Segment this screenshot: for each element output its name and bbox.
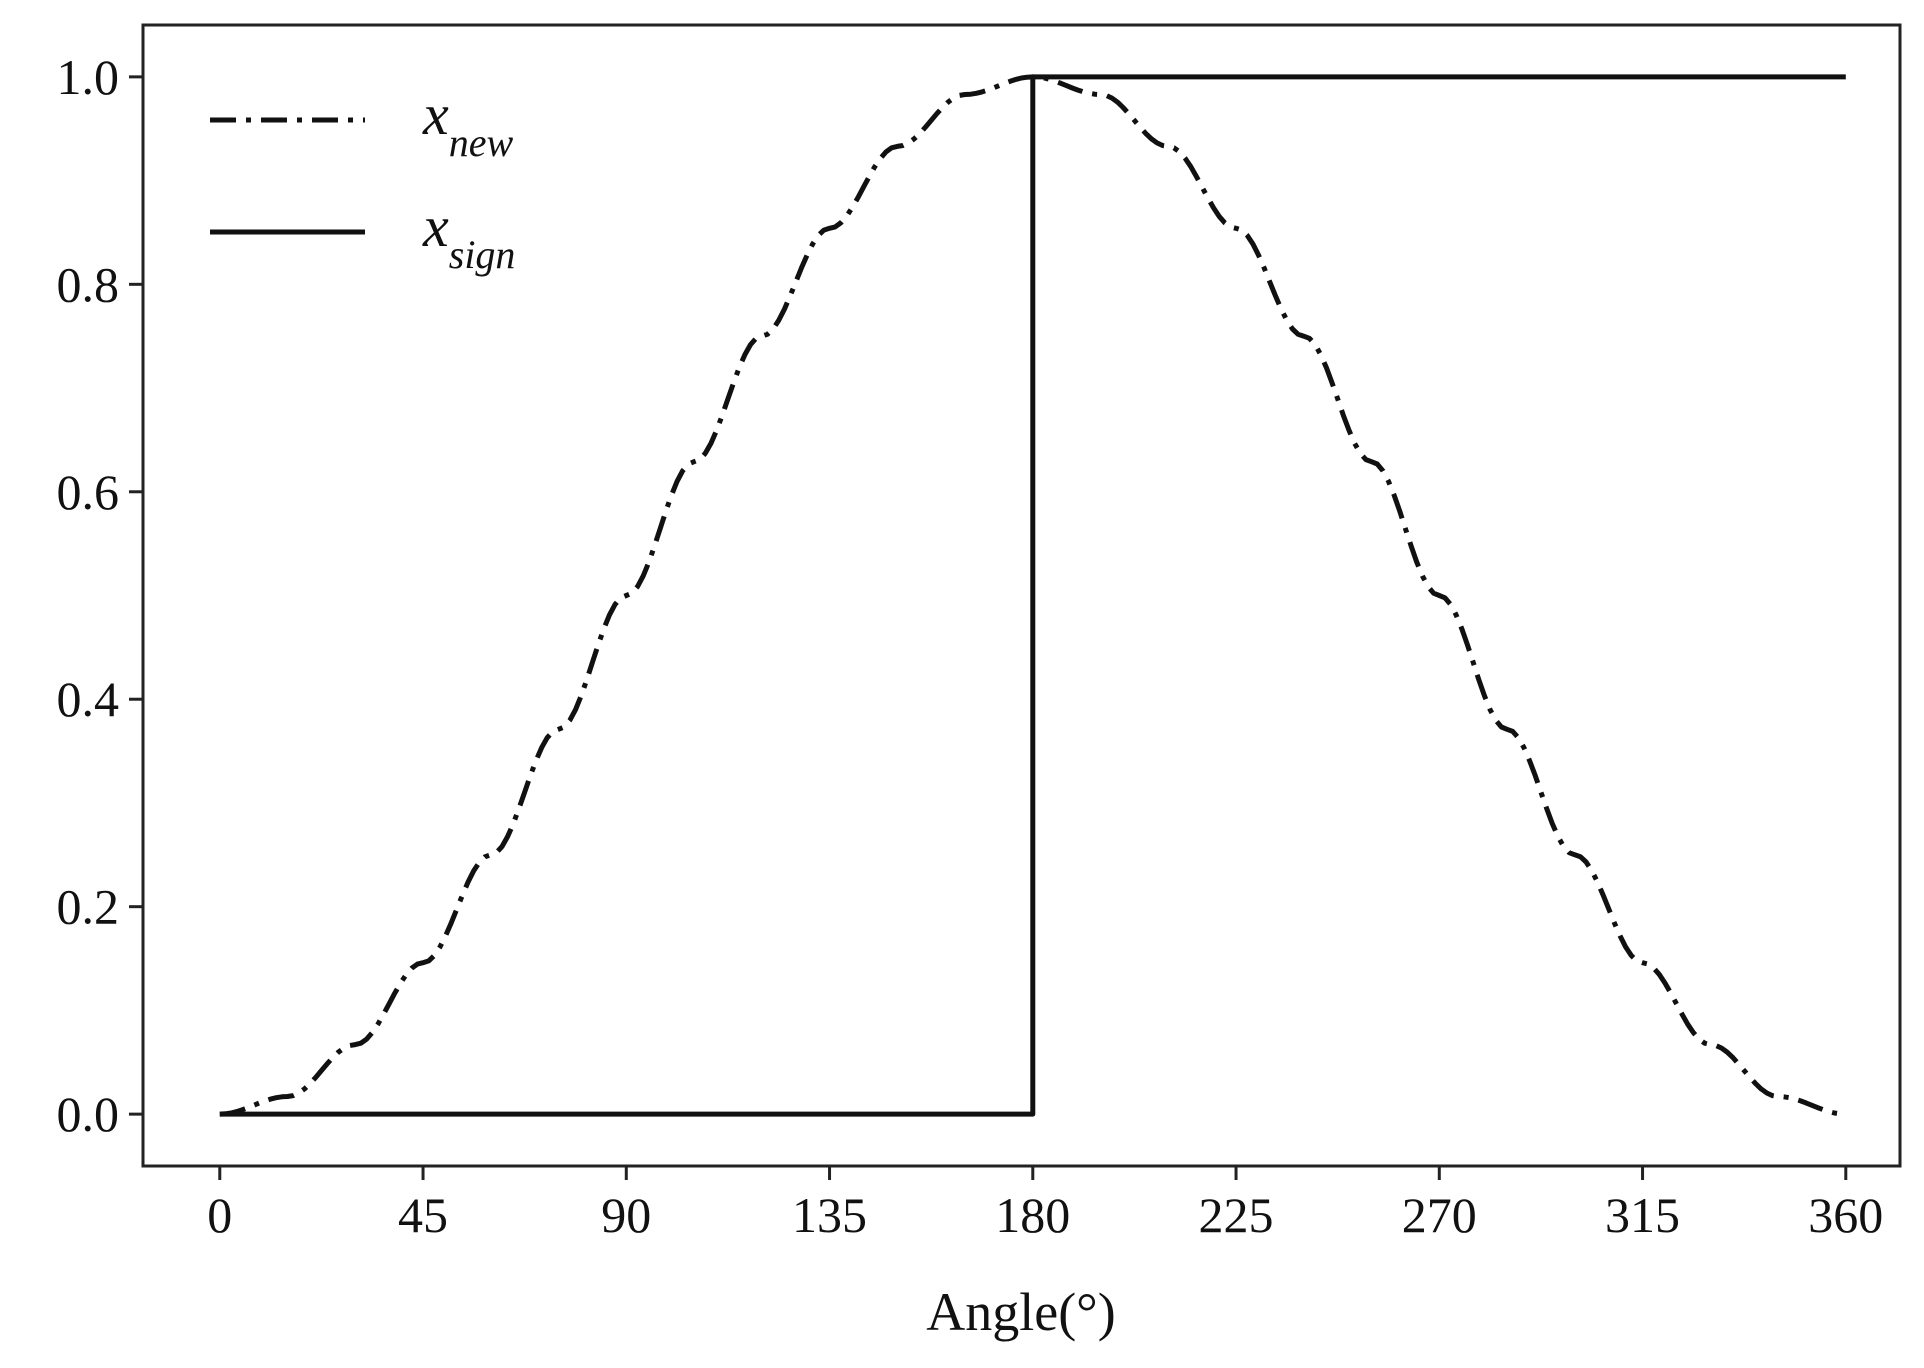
legend-symbol-x-new: x (422, 82, 449, 147)
x-tick-label: 225 (1199, 1187, 1274, 1243)
x-tick-label: 0 (207, 1187, 232, 1243)
x-tick-label: 90 (601, 1187, 651, 1243)
legend-subscript-new: new (449, 120, 514, 165)
legend-symbol-x-sign: x (422, 194, 449, 259)
y-tick-label: 1.0 (57, 49, 120, 105)
y-tick-label: 0.6 (57, 464, 120, 520)
legend-label-x-new: xnew (422, 82, 514, 165)
x-tick-label: 270 (1402, 1187, 1477, 1243)
x-tick-label: 45 (398, 1187, 448, 1243)
legend: xnew xsign (210, 82, 515, 277)
y-tick-label: 0.8 (57, 256, 120, 312)
legend-label-x-sign: xsign (422, 194, 515, 277)
y-axis: 0.0 0.2 0.4 0.6 0.8 1.0 (57, 49, 143, 1142)
legend-subscript-sign: sign (449, 232, 516, 277)
x-tick-label: 135 (792, 1187, 867, 1243)
x-axis-title: Angle(°) (926, 1282, 1116, 1342)
series-group (219, 74, 1846, 1117)
x-axis: 0 45 90 135 180 225 270 315 360 (207, 1166, 1883, 1243)
x-tick-label: 315 (1605, 1187, 1680, 1243)
x-tick-label: 180 (995, 1187, 1070, 1243)
plot-frame (141, 23, 1902, 1168)
y-tick-label: 0.0 (57, 1086, 120, 1142)
y-tick-label: 0.4 (57, 671, 120, 727)
series-line-x-sign (219, 74, 1846, 1117)
x-tick-label: 360 (1808, 1187, 1883, 1243)
y-tick-label: 0.2 (57, 879, 120, 935)
